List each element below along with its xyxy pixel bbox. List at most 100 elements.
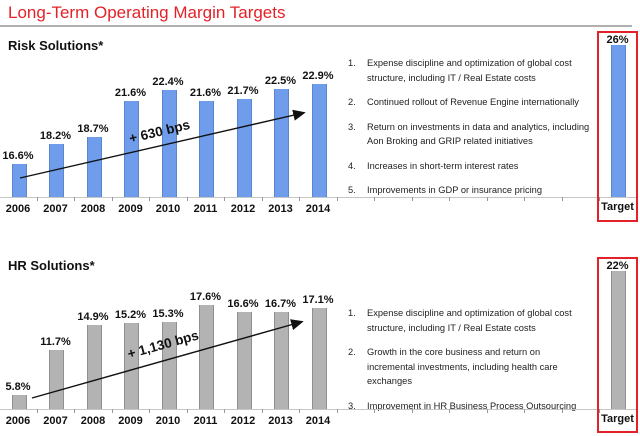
bar-value-label: 16.6% — [2, 150, 34, 162]
axis-tick — [561, 197, 563, 201]
bar — [311, 84, 327, 197]
axis-tick — [224, 409, 226, 413]
bar-value-label: 22.4% — [152, 76, 184, 89]
section-title: HR Solutions* — [8, 258, 95, 273]
notes-list: 1. Expense discipline and optimization of… — [348, 56, 590, 208]
axis-tick — [374, 409, 376, 413]
x-tick-label: 2014 — [305, 203, 331, 215]
axis-tick — [524, 409, 526, 413]
note-number: 1. — [348, 308, 356, 318]
bar-value-label: 21.6% — [189, 86, 222, 99]
axis-tick — [261, 197, 263, 201]
axis-tick — [486, 409, 488, 413]
x-axis-line — [0, 197, 637, 198]
bar-value-label: 21.7% — [227, 85, 259, 98]
axis-tick — [524, 197, 526, 201]
axis-tick — [486, 197, 488, 201]
bar-value-label: 22.5% — [264, 75, 297, 88]
note-number: 3. — [348, 121, 356, 132]
axis-tick — [449, 409, 451, 413]
section-title: Risk Solutions* — [8, 38, 104, 53]
note-item: 2. Continued rollout of Revenue Engine in… — [348, 95, 590, 110]
bar — [49, 349, 64, 409]
axis-tick — [149, 197, 151, 201]
note-text: Growth in the core business and return o… — [367, 347, 558, 386]
x-tick-label: 2007 — [43, 203, 68, 215]
bar-value-label: 15.2% — [114, 309, 147, 322]
notes-list: 1. Expense discipline and optimization of… — [348, 306, 590, 423]
target-bar — [610, 44, 626, 197]
axis-tick — [111, 409, 113, 413]
target-label: Target — [601, 413, 634, 425]
x-axis-line — [0, 409, 637, 410]
x-tick-label: 2007 — [43, 415, 68, 427]
target-label: Target — [601, 201, 634, 213]
note-item: 1. Expense discipline and optimization of… — [348, 306, 590, 335]
axis-tick — [224, 197, 226, 201]
note-text: Increases in short-term interest rates — [367, 160, 519, 171]
x-tick-label: 2011 — [193, 203, 218, 215]
page-title: Long-Term Operating Margin Targets — [8, 3, 286, 22]
x-tick-label: 2012 — [230, 203, 256, 215]
bar-value-label: 21.6% — [114, 86, 147, 99]
note-number: 1. — [348, 58, 356, 68]
axis-tick — [149, 409, 151, 413]
bar — [161, 90, 177, 197]
axis-tick — [336, 409, 338, 413]
bar — [236, 312, 252, 409]
note-number: 2. — [348, 347, 356, 357]
axis-tick — [299, 197, 301, 201]
note-item: 1. Expense discipline and optimization of… — [348, 56, 590, 85]
note-text: Expense discipline and optimization of g… — [367, 308, 572, 333]
note-item: 2. Growth in the core business and return… — [348, 345, 590, 389]
bar-value-label: 15.3% — [152, 308, 184, 321]
axis-tick — [336, 197, 338, 201]
bar-value-label: 5.8% — [5, 381, 31, 394]
x-tick-label: 2013 — [268, 415, 293, 427]
section-risk-solutions: Risk Solutions* 16.6% 2006 18.2% 2007 18.7% 2… — [0, 30, 640, 225]
x-tick-label: 2006 — [5, 203, 31, 215]
bar-value-label: 17.1% — [302, 294, 334, 307]
note-text: Continued rollout of Revenue Engine inte… — [367, 97, 579, 107]
bar-value-label: 22.9% — [302, 70, 334, 83]
bar-value-label: 16.7% — [264, 297, 297, 310]
bar — [11, 395, 27, 409]
bar — [274, 89, 289, 197]
x-tick-label: 2010 — [155, 415, 181, 427]
axis-tick — [36, 197, 38, 201]
axis-tick — [36, 409, 38, 413]
axis-tick — [561, 409, 563, 413]
axis-tick — [599, 409, 601, 413]
axis-tick — [111, 197, 113, 201]
note-number: 3. — [348, 400, 356, 411]
bar — [124, 100, 139, 197]
note-number: 4. — [348, 160, 356, 171]
bar-value-label: 16.6% — [227, 298, 259, 311]
bar-value-label: 17.6% — [189, 290, 222, 303]
axis-tick — [411, 409, 413, 413]
target-value: 26% — [606, 34, 629, 46]
target-box: 22% Target — [597, 257, 638, 433]
note-text: Return on investments in data and analyt… — [367, 121, 590, 147]
bar — [49, 143, 64, 197]
axis-tick — [374, 197, 376, 201]
bar-value-label: 18.7% — [77, 123, 109, 136]
axis-tick — [599, 197, 601, 201]
note-text: Expense discipline and optimization of g… — [367, 58, 572, 83]
note-number: 2. — [348, 97, 356, 107]
note-item: 4. Increases in short-term interest rates — [348, 159, 590, 174]
bar — [236, 99, 252, 197]
axis-tick — [449, 197, 451, 201]
axis-tick — [74, 197, 76, 201]
x-tick-label: 2011 — [193, 415, 218, 427]
x-tick-label: 2009 — [118, 203, 143, 215]
bar-value-label: 11.7% — [40, 335, 71, 348]
x-tick-label: 2013 — [268, 203, 293, 215]
x-tick-label: 2009 — [118, 415, 143, 427]
target-value: 22% — [606, 260, 629, 272]
note-item: 5. Improvements in GDP or insurance prici… — [348, 183, 590, 198]
bar — [311, 308, 327, 409]
bar — [274, 311, 289, 409]
bar — [199, 304, 214, 409]
